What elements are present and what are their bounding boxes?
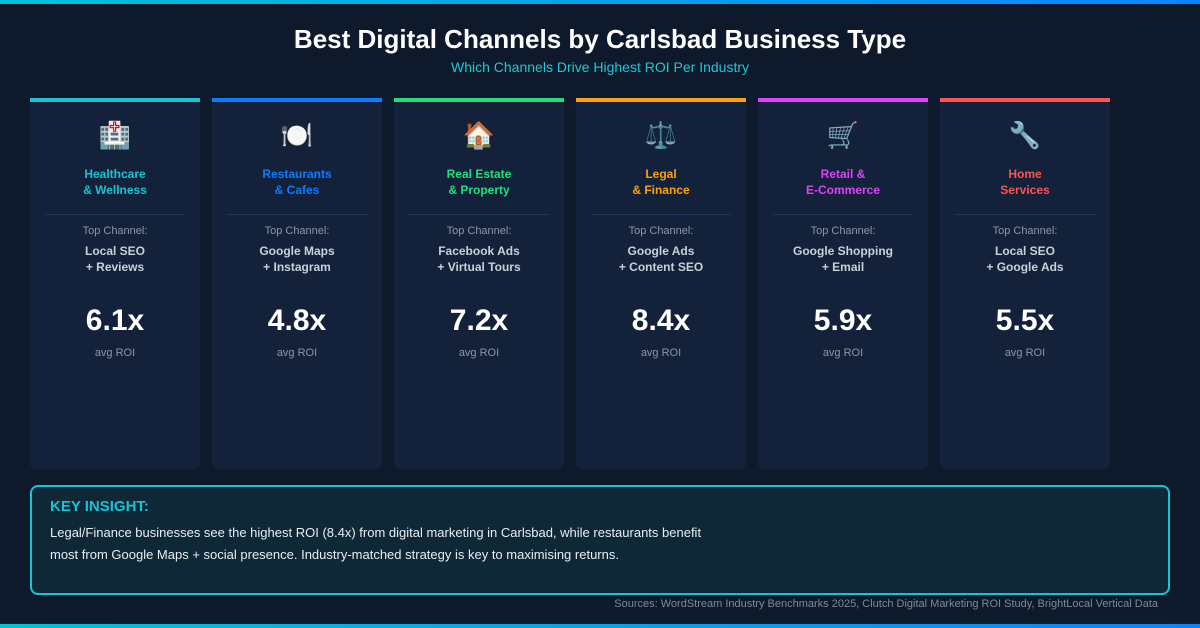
industry-card: 🍽️ Restaurants & Cafes Top Channel: Googl… [212, 98, 382, 469]
scales-icon: ⚖️ [644, 120, 678, 150]
roi-label: avg ROI [276, 347, 318, 359]
industry-cards: 🏥 Healthcare & Wellness Top Channel: Loca… [30, 98, 1110, 469]
industry-card: ⚖️ Legal & Finance Top Channel: Google Ad… [576, 98, 746, 469]
divider [409, 214, 549, 215]
hospital-icon: 🏥 [98, 120, 132, 150]
industry-title-line: E-Commerce [805, 183, 881, 197]
insight-text: Legal/Finance businesses see the highest… [50, 525, 702, 562]
roi-label: avg ROI [94, 347, 136, 359]
industry-title-line: Retail & [820, 167, 866, 181]
top-channel-value: Google Ads + Content SEO [576, 243, 746, 275]
top-channel-label: Top Channel: [446, 225, 512, 237]
top-accent-bar [0, 0, 1200, 4]
industry-title-line: & Wellness [83, 183, 147, 197]
industry-title: Retail & E-Commerce [758, 166, 928, 198]
industry-title-line: Services [1000, 183, 1050, 197]
industry-title-line: & Cafes [274, 183, 320, 197]
shopping-cart-icon: 🛒 [826, 120, 860, 150]
divider [591, 214, 731, 215]
industry-title: Home Services [940, 166, 1110, 198]
channel-line: Google Shopping [793, 244, 893, 258]
channel-line: Google Ads [627, 244, 695, 258]
divider [955, 214, 1095, 215]
channel-line: + Email [821, 260, 865, 274]
roi-value: 7.2x [449, 304, 509, 337]
key-insight-box: KEY INSIGHT: Legal/Finance businesses se… [30, 485, 1170, 595]
roi-label: avg ROI [640, 347, 682, 359]
industry-card: 🏠 Real Estate & Property Top Channel: Fac… [394, 98, 564, 469]
industry-card: 🔧 Home Services Top Channel: Local SEO + G… [940, 98, 1110, 469]
page-title: Best Digital Channels by Carlsbad Busine… [293, 24, 907, 54]
top-channel-value: Facebook Ads + Virtual Tours [394, 243, 564, 275]
roi-value: 5.9x [813, 304, 873, 337]
top-channel-value: Local SEO + Reviews [30, 243, 200, 275]
top-channel-value: Google Shopping + Email [758, 243, 928, 275]
industry-title-line: Real Estate [446, 167, 512, 181]
plate-cutlery-icon: 🍽️ [280, 120, 314, 150]
bottom-accent-bar [0, 624, 1200, 628]
roi-label: avg ROI [822, 347, 864, 359]
roi-value: 8.4x [631, 304, 691, 337]
industry-title-line: & Finance [632, 183, 690, 197]
top-channel-label: Top Channel: [810, 225, 876, 237]
industry-title: Healthcare & Wellness [30, 166, 200, 198]
industry-card: 🛒 Retail & E-Commerce Top Channel: Google… [758, 98, 928, 469]
top-channel-label: Top Channel: [264, 225, 330, 237]
channel-line: + Virtual Tours [437, 260, 521, 274]
industry-title: Real Estate & Property [394, 166, 564, 198]
wrench-icon: 🔧 [1008, 120, 1042, 150]
roi-value: 4.8x [267, 304, 327, 337]
house-icon: 🏠 [462, 120, 496, 150]
channel-line: Google Maps [259, 244, 335, 258]
insight-title: KEY INSIGHT: [50, 498, 149, 515]
industry-title-line: Home [1008, 167, 1042, 181]
channel-line: + Google Ads [986, 260, 1064, 274]
industry-title-line: & Property [448, 183, 510, 197]
industry-title: Legal & Finance [576, 166, 746, 198]
roi-value: 5.5x [995, 304, 1055, 337]
industry-card: 🏥 Healthcare & Wellness Top Channel: Loca… [30, 98, 200, 469]
top-channel-label: Top Channel: [82, 225, 148, 237]
top-channel-label: Top Channel: [628, 225, 694, 237]
sources-note: Sources: WordStream Industry Benchmarks … [614, 598, 1158, 610]
channel-line: + Content SEO [618, 260, 704, 274]
industry-title-line: Healthcare [84, 167, 146, 181]
divider [227, 214, 367, 215]
divider [45, 214, 185, 215]
roi-label: avg ROI [1004, 347, 1046, 359]
channel-line: Local SEO [994, 244, 1056, 258]
roi-value: 6.1x [85, 304, 145, 337]
channel-line: Facebook Ads [438, 244, 520, 258]
industry-title-line: Legal [645, 167, 677, 181]
top-channel-value: Local SEO + Google Ads [940, 243, 1110, 275]
channel-line: + Instagram [263, 260, 331, 274]
top-channel-label: Top Channel: [992, 225, 1058, 237]
page-subtitle: Which Channels Drive Highest ROI Per Ind… [451, 59, 749, 75]
channel-line: Local SEO [84, 244, 146, 258]
industry-title-line: Restaurants [262, 167, 332, 181]
roi-label: avg ROI [458, 347, 500, 359]
channel-line: + Reviews [85, 260, 145, 274]
industry-title: Restaurants & Cafes [212, 166, 382, 198]
top-channel-value: Google Maps + Instagram [212, 243, 382, 275]
divider [773, 214, 913, 215]
